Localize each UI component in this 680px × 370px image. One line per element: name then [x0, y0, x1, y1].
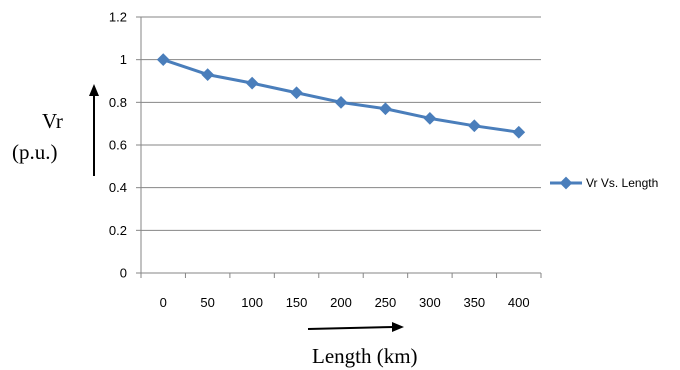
y-tick-label: 0.6 [109, 138, 127, 153]
legend: Vr Vs. Length [550, 176, 658, 190]
x-tick-label: 50 [200, 295, 214, 310]
x-tick-labels: 0 50 100 150 200 250 300 350 400 [160, 295, 530, 310]
x-axis-arrow [307, 322, 404, 332]
y-axis-title-line2: (p.u.) [12, 140, 58, 164]
data-point [245, 76, 259, 90]
x-tick-label: 300 [419, 295, 441, 310]
y-tick-label: 0.4 [109, 180, 127, 195]
y-tick-label: 0 [120, 266, 127, 281]
y-tick-label: 0.2 [109, 223, 127, 238]
data-point [467, 119, 481, 133]
x-tick-label: 100 [241, 295, 263, 310]
data-point [290, 86, 303, 100]
x-tick-label: 150 [286, 295, 308, 310]
data-point [334, 95, 348, 109]
data-point [201, 68, 215, 81]
y-tick-label: 1 [120, 52, 127, 67]
axes [136, 16, 542, 278]
x-axis-title: Length (km) [312, 344, 418, 368]
y-axis-title-line1: Vr [42, 109, 63, 133]
y-tick-label: 0.8 [109, 95, 127, 110]
legend-label: Vr Vs. Length [586, 176, 658, 190]
series-group [156, 53, 526, 139]
x-tick-label: 0 [160, 295, 167, 310]
y-tick-labels: 0 0.2 0.4 0.6 0.8 1 1.2 [109, 10, 127, 281]
series-line [162, 58, 519, 134]
y-axis-arrow [89, 84, 99, 176]
x-tick-label: 250 [375, 295, 397, 310]
data-point [156, 53, 170, 67]
data-point [423, 111, 437, 125]
gridlines [141, 16, 541, 231]
x-tick-label: 200 [330, 295, 352, 310]
legend-marker [559, 176, 573, 190]
data-point [512, 125, 526, 139]
y-tick-label: 1.2 [109, 10, 127, 25]
data-point [379, 102, 392, 116]
x-tick-label: 400 [508, 295, 530, 310]
x-tick-label: 350 [463, 295, 485, 310]
